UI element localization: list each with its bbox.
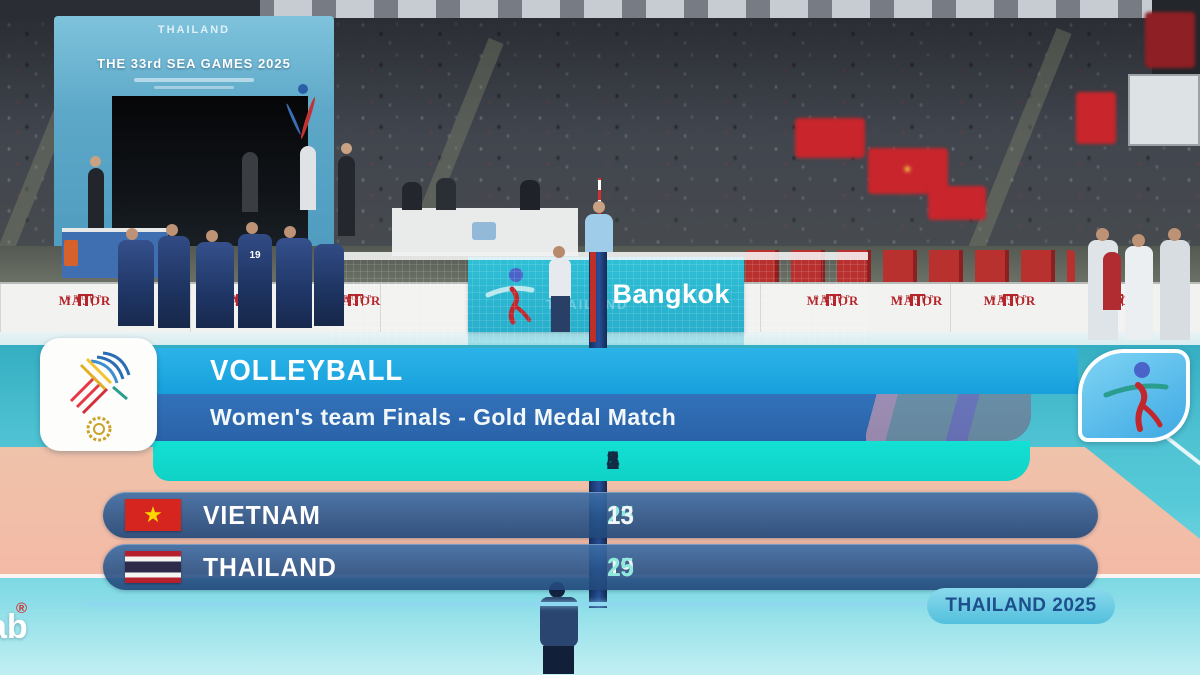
sea-games-emblem-panel	[40, 338, 157, 451]
sea-games-emblem-icon	[69, 351, 131, 442]
volleyball-pictogram-icon	[485, 268, 535, 325]
sponsor-gate-icon	[909, 294, 925, 306]
set-header: 1	[606, 446, 620, 475]
person-silhouette	[300, 146, 316, 210]
tunnel-thailand-label: THAILAND	[157, 24, 231, 36]
flag-star: ★	[902, 162, 913, 176]
scoreboard-header-bar: VOLLEYBALL	[155, 348, 1078, 394]
sponsor-sub: GROUP	[814, 294, 853, 302]
fan-flag	[928, 186, 986, 220]
set-header: 2	[606, 446, 620, 475]
set-header: 5	[606, 446, 620, 475]
player-silhouette	[118, 240, 154, 326]
bangkok-label: Bangkok	[612, 279, 730, 310]
official-silhouette	[1125, 246, 1153, 340]
tunnel-opening	[112, 96, 316, 252]
host-badge-label: THAILAND 2025	[945, 595, 1097, 616]
match-subtitle: Women's team Finals - Gold Medal Match	[210, 404, 677, 430]
sponsor-gate-icon	[1002, 294, 1018, 306]
scoreboard-subtitle-bar: Women's team Finals - Gold Medal Match	[155, 394, 1031, 441]
person-head	[1168, 228, 1181, 241]
player-silhouette	[276, 238, 312, 328]
score-row: 19 25	[606, 544, 1019, 590]
player-head	[284, 226, 296, 238]
subtitle-decor-stripes	[866, 394, 1031, 441]
sponsor-gate-icon	[825, 294, 841, 306]
person-head	[1096, 228, 1109, 241]
person-head	[90, 156, 101, 167]
sponsor-sub: GROUP	[990, 294, 1030, 302]
official-silhouette	[402, 182, 422, 210]
set-score: 25	[607, 499, 634, 530]
set-score: 13	[607, 499, 634, 530]
official-silhouette	[1103, 252, 1121, 310]
player-silhouette	[158, 236, 190, 328]
person-head	[341, 143, 352, 154]
set-number-row: 1 2 3 4 5	[606, 441, 1019, 481]
set-score: 19	[607, 551, 634, 582]
vietnam-flag: ★	[125, 499, 181, 531]
official-silhouette	[520, 180, 540, 210]
person-silhouette	[242, 152, 258, 212]
thailand-flag	[125, 551, 181, 583]
volleyball-badge	[1078, 349, 1190, 442]
table-logo	[472, 222, 496, 240]
host-badge: THAILAND 2025	[927, 588, 1115, 624]
person-head	[1132, 234, 1145, 247]
sponsor-name: MAJOR	[983, 293, 1037, 308]
sponsor-gate-icon	[347, 294, 363, 306]
sponsor-name: MAJOR	[58, 293, 112, 308]
set-header: 4	[606, 446, 620, 475]
set-header-bar: 1 2 3 4 5	[153, 441, 1030, 481]
sponsor-sub: GROUP	[65, 294, 105, 302]
player-head	[166, 224, 178, 236]
banner-subtext-bar	[134, 78, 254, 82]
set-header: 3	[606, 446, 620, 475]
volleyball-player-icon	[1103, 362, 1169, 432]
referee-head	[593, 201, 605, 213]
sport-title: VOLLEYBALL	[210, 355, 404, 387]
banner-subtext-bar	[154, 86, 234, 89]
score-row: 25 13	[606, 492, 1019, 538]
person-silhouette	[338, 156, 355, 236]
team-row-vietnam: ★ VIETNAM 25 13	[103, 492, 1098, 538]
channel-watermark: ab	[0, 608, 28, 646]
fan-flag	[795, 118, 865, 158]
referee-silhouette	[585, 214, 613, 252]
sea-games-banner: THE 33rd SEA GAMES 2025	[97, 56, 291, 71]
player-silhouette: 19	[238, 234, 272, 328]
team-row-thailand: THAILAND 19 25	[103, 544, 1098, 590]
team-name: THAILAND	[203, 552, 337, 582]
player-head	[206, 230, 218, 242]
person-legs	[543, 646, 574, 674]
player-silhouette	[196, 242, 234, 328]
team-name: VIETNAM	[203, 500, 321, 530]
official-silhouette	[1160, 240, 1190, 340]
player-head	[246, 222, 258, 234]
player-head	[126, 228, 138, 240]
sponsor-sub: GROUP	[897, 294, 937, 302]
line-judge-head	[553, 246, 565, 258]
officials-table	[392, 208, 578, 256]
set-score: 25	[607, 551, 634, 582]
registered-mark: ®	[16, 600, 28, 617]
sponsor-name: MAJOR	[807, 294, 860, 307]
line-judge-silhouette	[549, 258, 571, 298]
sponsor-name: MAJOR	[890, 293, 944, 308]
fan-flag	[1145, 12, 1195, 68]
vietnam-flag-star: ★	[143, 502, 163, 527]
official-silhouette	[436, 178, 456, 210]
footer-line	[84, 602, 940, 606]
sponsor-gate-icon	[77, 294, 93, 306]
person-silhouette	[88, 168, 104, 234]
arena-screen	[1128, 74, 1200, 146]
net-post-pad	[590, 246, 596, 342]
sponsor-sub: GROUP	[336, 294, 375, 302]
player-silhouette	[314, 244, 344, 326]
table-item	[64, 240, 78, 266]
decor-ball-icon	[298, 84, 308, 94]
fan-flag	[1076, 92, 1116, 144]
line-judge-legs	[551, 296, 570, 332]
